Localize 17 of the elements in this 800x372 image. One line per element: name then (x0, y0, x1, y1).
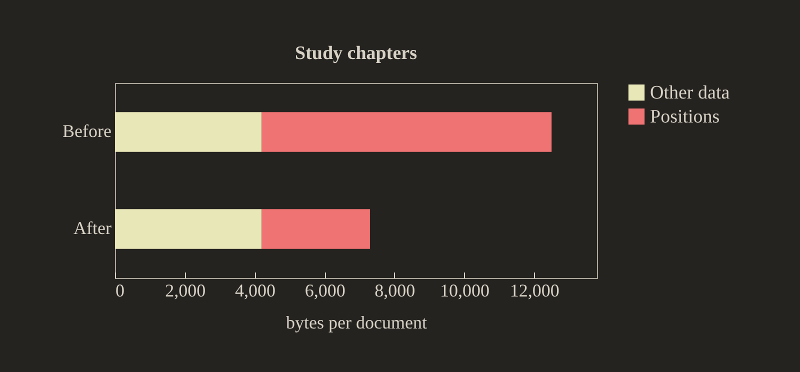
y-tick-label: Before (62, 120, 112, 141)
x-tick-label: 8,000 (374, 280, 416, 300)
x-tick-label: 10,000 (440, 280, 490, 300)
bar (115, 112, 262, 152)
x-tick-label: 6,000 (304, 280, 346, 300)
x-tick-label: 12,000 (510, 280, 560, 300)
x-axis-title: bytes per document (286, 312, 427, 332)
legend-label: Other data (650, 82, 730, 104)
chart-title: Study chapters (295, 43, 417, 64)
bar (115, 209, 262, 249)
bar (262, 209, 370, 249)
y-tick-label: After (74, 218, 112, 238)
x-tick-label: 2,000 (165, 280, 206, 300)
legend-label: Positions (650, 106, 720, 128)
x-tick-label: 4,000 (234, 280, 276, 300)
bar (262, 112, 552, 152)
x-tick-label: 0 (116, 280, 124, 300)
